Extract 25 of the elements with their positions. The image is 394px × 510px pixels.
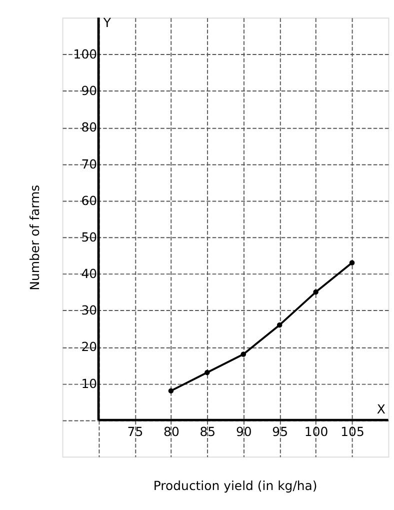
y-axis-title: Number of farms — [26, 184, 42, 290]
x-tick-label: 85 — [200, 424, 216, 439]
y-tick-label: 30 — [81, 302, 98, 318]
y-tick-label: 70 — [81, 156, 98, 172]
x-tick-label: 95 — [272, 424, 288, 439]
x-tick-label: 100 — [304, 424, 328, 439]
point — [349, 260, 355, 266]
x-tick-label: 80 — [164, 424, 180, 439]
y-tick-label: 60 — [81, 192, 98, 208]
point — [168, 388, 174, 394]
point — [204, 370, 210, 376]
y-tick-label: 20 — [81, 339, 98, 354]
y-tick-label: 90 — [81, 83, 98, 98]
point — [313, 289, 318, 295]
y-tick-label: 80 — [81, 120, 98, 135]
annotation: Y — [102, 15, 112, 30]
y-tick-label: 50 — [81, 229, 98, 244]
x-tick-label: 75 — [127, 424, 144, 439]
x-axis-title: Production yield (in kg/ha) — [153, 478, 318, 493]
x-tick-label: 90 — [236, 424, 252, 439]
y-tick-label: 10 — [81, 376, 98, 391]
x-tick-label: 105 — [340, 424, 364, 439]
annotation: X — [376, 401, 386, 416]
point — [276, 322, 282, 328]
point — [240, 352, 246, 357]
